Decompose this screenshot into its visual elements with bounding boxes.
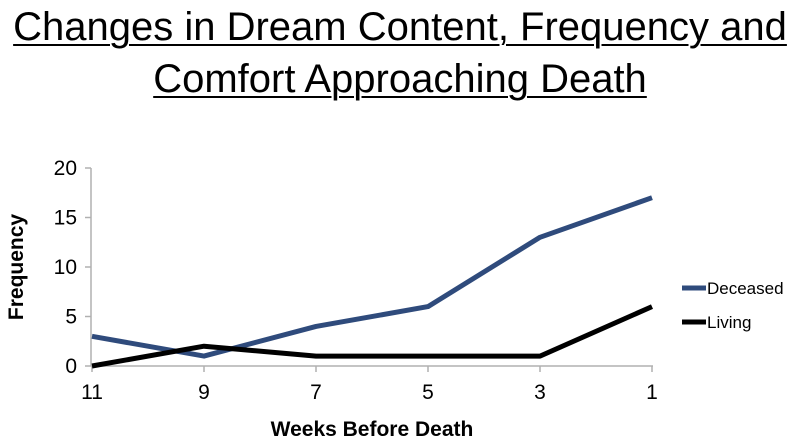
x-tick-label: 3 <box>534 381 546 404</box>
x-tick-label: 1 <box>646 381 658 404</box>
legend-label-living: Living <box>707 313 751 332</box>
x-axis-label: Weeks Before Death <box>271 418 474 441</box>
chart-axes <box>90 168 653 367</box>
y-tick-label: 0 <box>65 355 77 378</box>
y-tick-label: 20 <box>54 157 77 180</box>
y-axis-label: Frequency <box>5 214 28 321</box>
x-tick-label: 5 <box>422 381 434 404</box>
x-tick-label: 9 <box>198 381 210 404</box>
series-line-living <box>91 304 654 369</box>
y-tick-label: 15 <box>54 207 77 230</box>
legend-label-deceased: Deceased <box>707 279 784 298</box>
chart-title-line-1: Changes in Dream Content, Frequency and <box>13 5 787 49</box>
x-tick-label: 11 <box>81 381 103 404</box>
x-tick-label: 7 <box>310 381 322 404</box>
chart-title-line-2: Comfort Approaching Death <box>153 57 647 101</box>
y-tick-label: 5 <box>65 306 77 329</box>
series-line-deceased <box>91 195 653 359</box>
y-tick-label: 10 <box>54 256 77 279</box>
